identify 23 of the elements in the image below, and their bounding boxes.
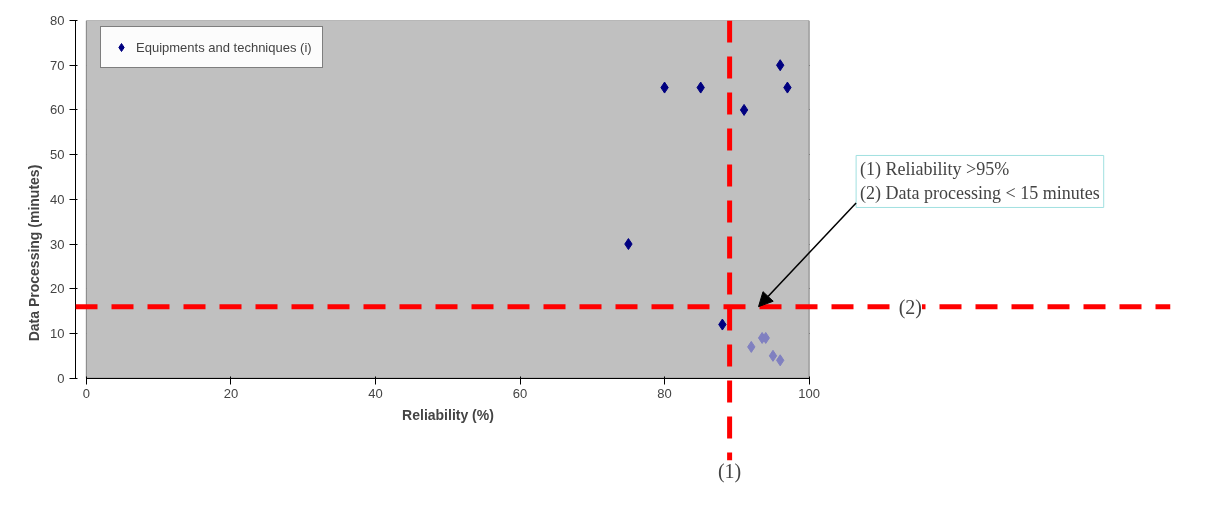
x-axis-title: Reliability (%): [402, 406, 494, 423]
y-tick-label: 80: [50, 13, 65, 28]
x-tick-label: 40: [368, 386, 383, 402]
annotation: (1): [717, 460, 742, 484]
x-tick-label: 60: [512, 386, 528, 402]
x-tick-label: 20: [223, 386, 239, 402]
legend-label: Equipments and techniques (i): [136, 39, 312, 55]
y-axis-title: Data Processing (minutes): [26, 164, 43, 342]
y-tick-label: 60: [50, 102, 65, 118]
x-tick-label: 80: [657, 386, 672, 402]
annotation: (2): [898, 295, 922, 319]
x-tick-label: 0: [82, 386, 90, 402]
y-tick-label: 0: [57, 370, 65, 386]
annotation: (1) Reliability >95% (2) Data processing < 15 minutes: [860, 159, 1100, 205]
y-tick-label: 40: [50, 191, 65, 207]
y-tick-label: 20: [50, 281, 65, 297]
y-tick-label: 70: [50, 57, 65, 73]
y-tick-label: 50: [50, 147, 65, 163]
x-tick-label: 100: [798, 386, 820, 402]
y-tick-label: 10: [50, 325, 65, 341]
point: [768, 349, 778, 362]
y-tick-label: 30: [50, 236, 65, 252]
point: [739, 103, 749, 116]
